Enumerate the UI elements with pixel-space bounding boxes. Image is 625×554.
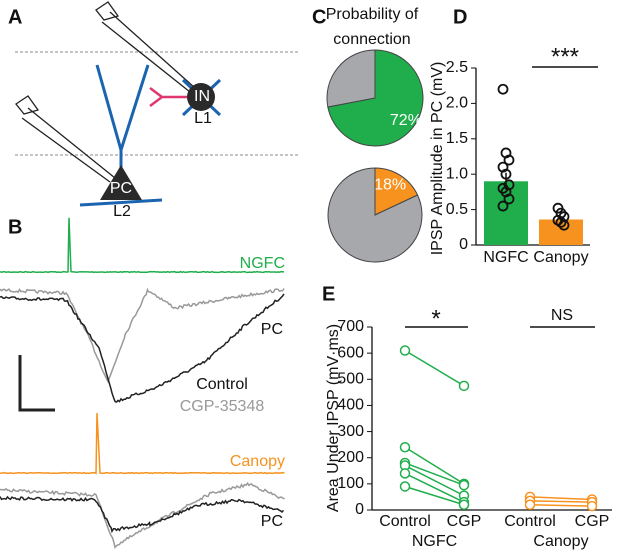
- data-point: [458, 479, 470, 491]
- layer-label: L2: [113, 203, 131, 220]
- traces: [0, 217, 285, 550]
- electrodes: [15, 1, 196, 183]
- pair-line: [529, 500, 593, 503]
- trace: [0, 287, 285, 384]
- data-point: [399, 345, 411, 356]
- data-point: [399, 442, 411, 453]
- pair-line: [529, 504, 593, 507]
- trace: [0, 217, 285, 274]
- scale-bar: [18, 355, 55, 412]
- pair-line: [404, 472, 465, 503]
- x-tick-label: CGP: [447, 513, 482, 530]
- panel-letter: D: [453, 6, 467, 28]
- pie-slice: [374, 167, 419, 216]
- pie-slice: [326, 49, 376, 108]
- y-tick-label: 100: [337, 475, 364, 492]
- data-point: [399, 468, 411, 479]
- pyramidal-cell: [100, 165, 142, 200]
- layer-label: L1: [194, 110, 212, 127]
- legend-label: CGP-35348: [180, 398, 265, 415]
- x-tick-label: NGFC: [483, 249, 528, 266]
- pair-line: [404, 464, 465, 497]
- y-tick-label: 300: [337, 423, 364, 440]
- y-tick-label: 400: [337, 397, 364, 414]
- value-label: 72%: [390, 112, 422, 129]
- trace-label: PC: [261, 321, 283, 338]
- pair-line: [404, 462, 465, 486]
- trace: [0, 495, 285, 534]
- pie-slice: [327, 167, 423, 263]
- chart-title: Probability of connection: [326, 6, 419, 48]
- pair-line: [404, 349, 465, 387]
- cell-label: PC: [110, 180, 132, 197]
- value-label: 18%: [374, 176, 406, 193]
- group-label: NGFC: [412, 533, 457, 550]
- y-tick-label: 1.0: [446, 165, 468, 182]
- y-tick-label: 0: [355, 501, 364, 518]
- y-axis-label: IPSP Amplitude in PC (mV): [429, 62, 446, 256]
- data-point: [558, 219, 570, 231]
- cell-label: IN: [194, 88, 210, 105]
- data-point: [586, 500, 598, 512]
- interneuron: [187, 83, 215, 111]
- data-point: [399, 481, 411, 492]
- data-point: [500, 168, 512, 180]
- x-tick-label: Canopy: [533, 249, 588, 266]
- y-tick-label: 2.5: [446, 59, 468, 76]
- y-tick-label: 1.5: [446, 130, 468, 147]
- y-tick-label: 700: [337, 318, 364, 335]
- data-point: [503, 154, 515, 166]
- x-tick-label: Control: [379, 513, 431, 530]
- trace: [0, 412, 285, 475]
- significance-label: NS: [551, 307, 573, 324]
- trace-label: NGFC: [240, 255, 285, 272]
- x-tick-label: CGP: [575, 513, 610, 530]
- panel-letter: E: [322, 283, 335, 305]
- y-tick-label: 0.5: [446, 201, 468, 218]
- x-tick-label: Control: [504, 513, 556, 530]
- data-point: [458, 380, 470, 392]
- panel-letter: C: [312, 6, 326, 28]
- group-label: Canopy: [533, 533, 588, 550]
- panel-letter: B: [8, 216, 22, 238]
- significance-label: ***: [551, 43, 579, 70]
- y-axis-label: Area Under IPSP (mV·ms): [325, 324, 342, 512]
- data-point: [555, 216, 567, 228]
- data-point: [497, 83, 509, 95]
- data-point: [458, 499, 470, 511]
- legend-label: Control: [196, 376, 248, 393]
- trace: [0, 293, 285, 404]
- trace-label: PC: [261, 513, 283, 530]
- significance-label: *: [431, 305, 440, 332]
- data-point: [503, 193, 515, 205]
- pair-line: [404, 446, 465, 485]
- y-tick-label: 500: [337, 371, 364, 388]
- data-point: [497, 200, 509, 212]
- y-tick-label: 200: [337, 449, 364, 466]
- y-tick-label: 0: [459, 236, 468, 253]
- pair-line: [529, 496, 593, 501]
- trace-label: Canopy: [230, 453, 285, 470]
- synapse: [149, 87, 187, 107]
- y-tick-label: 600: [337, 344, 364, 361]
- pair-line: [404, 485, 465, 506]
- panel-letter: A: [8, 6, 22, 28]
- data-point: [524, 499, 536, 511]
- trace: [0, 481, 285, 550]
- y-tick-label: 2.0: [446, 95, 468, 112]
